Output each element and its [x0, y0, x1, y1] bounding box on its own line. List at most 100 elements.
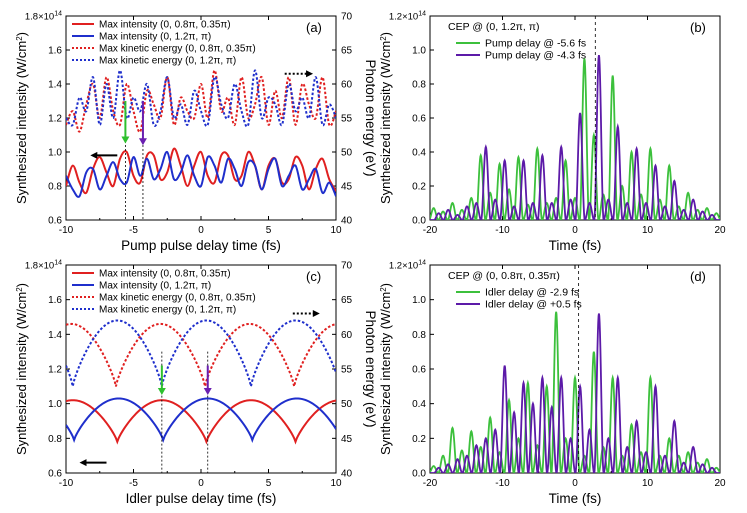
legend-label: Max kinetic energy (0, 0.8π, 0.35π)	[99, 293, 256, 304]
y-tick-label: 1.2	[48, 114, 62, 125]
x-axis-label: Pump pulse delay time (fs)	[121, 238, 281, 253]
legend-label: Max kinetic energy (0, 0.8π, 0.35π)	[99, 44, 256, 55]
y-tick-label: 1.0	[48, 399, 62, 410]
y2-axis-label: Photon energy (eV)	[363, 59, 378, 176]
legend-label: Max kinetic energy (0, 1.2π, π)	[99, 56, 236, 67]
x-tick-label: 20	[714, 478, 726, 489]
series-line	[66, 397, 336, 443]
y-tick-label: 1.0	[48, 148, 62, 159]
marker-arrow-head	[138, 138, 147, 146]
y-axis-label: Synthesized intensity (W/cm2)	[378, 283, 393, 455]
y-tick-label: 1.0	[412, 46, 426, 57]
y-exponent-power: 14	[54, 11, 62, 18]
y2-tick-label: 65	[341, 295, 353, 306]
y-exponent-power: 14	[54, 260, 62, 267]
plot-area	[66, 69, 336, 198]
panel-c: -10 -5 0 5 10 0.6 0.8 1.0 1.2 1.4 1.6 1.8×1014 Idler…	[14, 260, 378, 507]
y-exponent-label: 1.8×1014	[25, 11, 62, 23]
y2-tick-label: 45	[341, 434, 353, 445]
legend-label: Max kinetic energy (0, 1.2π, π)	[99, 305, 236, 316]
y-exponent-label: 1.8×1014	[25, 260, 62, 272]
x-tick-label: -10	[495, 478, 510, 489]
panel-d: -20 -10 0 10 20 0.0 0.2 0.4 0.6 0.8 1.0 1.2×1014 Tim…	[378, 260, 726, 507]
legend-label: Idler delay @ +0.5 fs	[485, 299, 582, 311]
plot-area	[66, 319, 336, 445]
x-tick-label: -10	[495, 225, 510, 236]
x-tick-label: 0	[572, 478, 578, 489]
series-line	[66, 322, 336, 387]
marker-arrow-head	[121, 136, 130, 144]
axis-direction-arrow-head	[306, 70, 314, 78]
x-axis-label: Time (fs)	[549, 238, 602, 253]
plot-area	[430, 54, 720, 220]
y2-tick-label: 70	[341, 12, 353, 23]
cep-annotation: CEP @ (0, 1.2π, π)	[448, 21, 539, 33]
series-line	[66, 69, 336, 128]
y-tick-label: 0.0	[412, 469, 426, 480]
y-tick-label: 1.6	[48, 46, 62, 57]
marker-arrow-head	[203, 388, 212, 395]
y2-tick-label: 55	[341, 365, 353, 376]
legend-label: Idler delay @ -2.9 fs	[485, 287, 579, 299]
y-tick-label: 1.2	[48, 365, 62, 376]
y-tick-label: 0.0	[412, 216, 426, 227]
x-tick-label: 5	[266, 478, 272, 489]
y-tick-label: 0.6	[48, 469, 62, 480]
y-axis-label: Synthesized intensity (W/cm2)	[14, 32, 29, 204]
legend-label: Max intensity (0, 0.8π, 0.35π)	[99, 20, 231, 31]
legend-label: Max intensity (0, 1.2π, π)	[99, 32, 211, 43]
y-axis-label: Synthesized intensity (W/cm2)	[378, 32, 393, 204]
x-tick-label: -10	[59, 478, 74, 489]
x-tick-label: 10	[642, 478, 654, 489]
series-line	[66, 69, 336, 134]
x-tick-label: 0	[198, 225, 204, 236]
y2-tick-label: 45	[341, 182, 353, 193]
panel-label: (c)	[306, 269, 321, 284]
plot-area	[430, 311, 720, 473]
series-line	[430, 54, 720, 220]
y2-tick-label: 40	[341, 216, 353, 227]
panel-label: (d)	[690, 269, 706, 284]
y-tick-label: 0.8	[412, 330, 426, 341]
y-exponent-label: 1.2×1014	[389, 11, 426, 23]
y2-tick-label: 65	[341, 46, 353, 57]
y-exponent-power: 14	[418, 260, 426, 267]
axis-direction-arrow-head	[90, 151, 98, 159]
y-tick-label: 1.6	[48, 295, 62, 306]
y-tick-label: 0.6	[412, 365, 426, 376]
series-line	[66, 319, 336, 387]
marker-arrow-head	[157, 388, 166, 395]
y-exponent-power: 14	[418, 11, 426, 18]
legend-label: Max intensity (0, 0.8π, 0.35π)	[99, 269, 231, 280]
axis-direction-arrow-head	[312, 310, 320, 318]
x-tick-label: 0	[572, 225, 578, 236]
cep-annotation: CEP @ (0, 0.8π, 0.35π)	[448, 270, 560, 282]
y-tick-label: 1.0	[412, 295, 426, 306]
x-tick-label: -20	[423, 225, 438, 236]
x-tick-label: 0	[198, 478, 204, 489]
y-exponent-label: 1.2×1014	[389, 260, 426, 272]
x-tick-label: 10	[642, 225, 654, 236]
panel-a: -10 -5 0 5 10 0.6 0.8 1.0 1.2 1.4 1.6 1.8×1014 Pump …	[14, 11, 378, 254]
legend-label: Pump delay @ -4.3 fs	[485, 50, 586, 62]
x-tick-label: 10	[330, 225, 342, 236]
y-tick-label: 0.8	[412, 80, 426, 91]
y-tick-label: 1.4	[48, 80, 62, 91]
series-line	[66, 150, 336, 198]
x-tick-label: -20	[423, 478, 438, 489]
y2-tick-label: 60	[341, 330, 353, 341]
x-tick-label: -5	[129, 478, 138, 489]
series-line	[430, 313, 720, 473]
panel-b: -20 -10 0 10 20 0.0 0.2 0.4 0.6 0.8 1.0 1.2×1014 Tim…	[378, 11, 726, 254]
series-line	[66, 399, 336, 445]
y-tick-label: 0.8	[48, 434, 62, 445]
y-tick-label: 0.2	[412, 182, 426, 193]
x-axis-label: Idler pulse delay time (fs)	[126, 491, 277, 506]
y-tick-label: 0.4	[412, 148, 426, 159]
x-tick-label: 20	[714, 225, 726, 236]
y-tick-label: 0.6	[48, 216, 62, 227]
y-tick-label: 0.8	[48, 182, 62, 193]
y2-tick-label: 60	[341, 80, 353, 91]
y2-tick-label: 55	[341, 114, 353, 125]
